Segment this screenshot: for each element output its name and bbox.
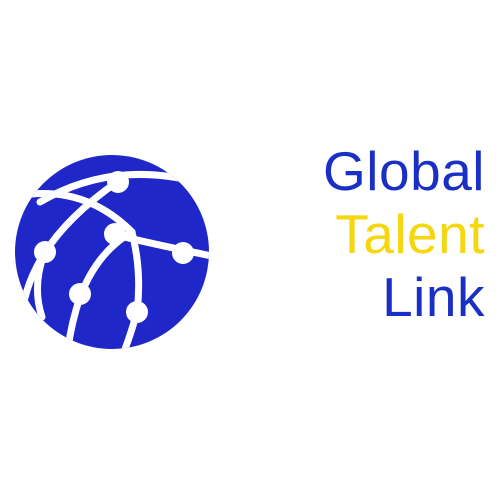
globe-disc (15, 155, 209, 349)
globe-node (107, 171, 129, 193)
globe-node (104, 223, 126, 245)
globe-node (172, 242, 194, 264)
wordmark-line-3: Link (382, 266, 485, 328)
globe-node (126, 301, 148, 323)
globe-network-icon (15, 155, 209, 349)
wordmark: Global Talent Link (215, 140, 485, 329)
globe-node (34, 241, 56, 263)
wordmark-line-1: Global (323, 140, 485, 202)
globe-node (69, 283, 91, 305)
wordmark-line-2: Talent (335, 203, 485, 265)
